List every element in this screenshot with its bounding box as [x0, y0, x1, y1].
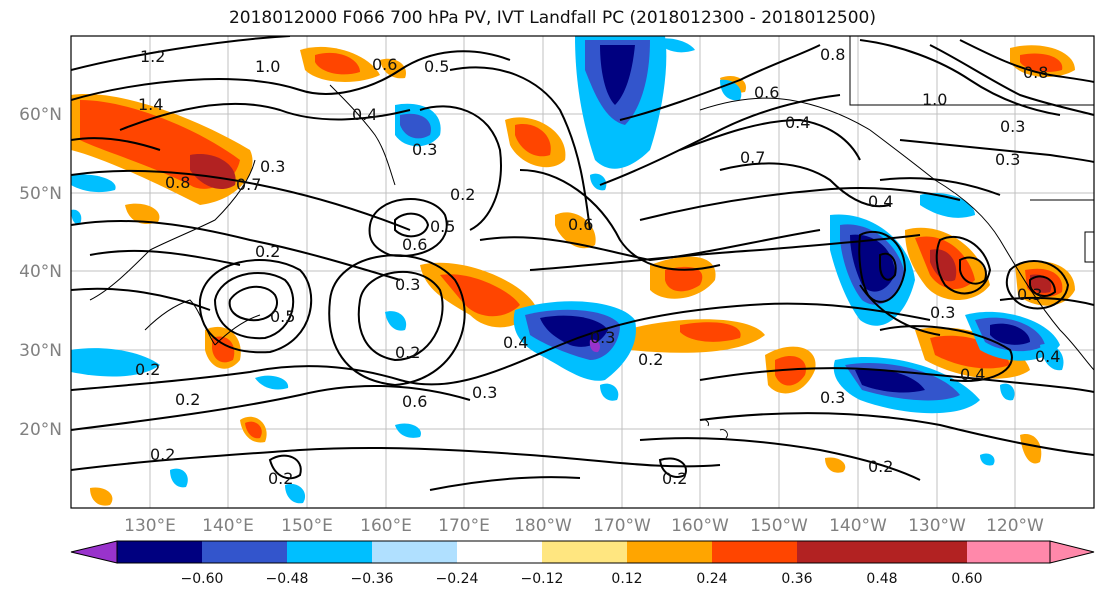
contour-label: 0.8 — [165, 173, 190, 192]
contour-labels: 1.2 1.0 1.4 0.6 0.5 0.4 0.3 0.8 0.7 0.2 … — [135, 45, 1060, 488]
contour-label: 0.4 — [785, 113, 810, 132]
contour-label: 1.0 — [922, 90, 947, 109]
lat-label: 60°N — [19, 105, 62, 125]
colorbar-segment — [712, 541, 797, 563]
contour-label: 0.3 — [1017, 285, 1042, 304]
contour-label: 0.5 — [270, 307, 295, 326]
contour-label: 0.5 — [424, 57, 449, 76]
contour-label: 0.3 — [472, 383, 497, 402]
lon-label: 170°W — [593, 516, 651, 536]
lon-label: 140°E — [202, 516, 254, 536]
map-frame — [70, 35, 1095, 509]
colorbar-segment — [967, 541, 1050, 563]
contour-label: 0.2 — [395, 343, 420, 362]
contour-label: 0.3 — [412, 140, 437, 159]
lat-label: 30°N — [19, 341, 62, 361]
contour-label: 0.2 — [255, 242, 280, 261]
contour-label: 0.2 — [638, 350, 663, 369]
negative-anomaly-fills — [71, 36, 1064, 504]
contour-label: 0.7 — [740, 148, 765, 167]
contour-label: 0.5 — [430, 217, 455, 236]
lat-label: 20°N — [19, 420, 62, 440]
colorbar-tick: −0.60 — [181, 571, 224, 587]
contour-label: 0.4 — [960, 365, 985, 384]
lon-label: 160°W — [671, 516, 729, 536]
contour-label: 1.4 — [138, 95, 163, 114]
pv-contours — [71, 36, 1094, 491]
lat-label: 50°N — [19, 184, 62, 204]
map-title: 2018012000 F066 700 hPa PV, IVT Landfall… — [228, 8, 876, 28]
colorbar-tick: −0.24 — [436, 571, 479, 587]
longitude-labels: 130°E 140°E 150°E 160°E 170°E 180°W 170°… — [124, 516, 1044, 536]
contour-label: 0.8 — [1023, 63, 1048, 82]
colorbar-segment — [797, 541, 882, 563]
lon-label: 140°W — [829, 516, 887, 536]
lon-label: 160°E — [360, 516, 412, 536]
contour-label: 0.3 — [820, 388, 845, 407]
contour-label: 1.0 — [255, 57, 280, 76]
lon-label: 130°W — [908, 516, 966, 536]
lon-label: 170°E — [438, 516, 490, 536]
colorbar-segment — [287, 541, 372, 563]
colorbar-tick: 0.60 — [951, 571, 982, 587]
colorbar-frame — [116, 540, 1051, 564]
contour-label: 0.2 — [150, 445, 175, 464]
latitude-labels: 60°N 50°N 40°N 30°N 20°N — [19, 105, 62, 440]
lon-label: 180°W — [514, 516, 572, 536]
colorbar-tick: 0.24 — [696, 571, 727, 587]
colorbar-right-extend — [1049, 540, 1095, 564]
contour-label: 0.3 — [1000, 117, 1025, 136]
colorbar-tick: 0.12 — [611, 571, 642, 587]
lon-label: 130°E — [124, 516, 176, 536]
contour-label: 0.2 — [450, 185, 475, 204]
lon-label: 120°W — [986, 516, 1044, 536]
colorbar-tick-labels: −0.60 −0.48 −0.36 −0.24 −0.12 0.12 0.24 … — [181, 571, 983, 587]
contour-label: 0.6 — [754, 83, 779, 102]
contour-label: 0.6 — [568, 215, 593, 234]
lon-label: 150°E — [281, 516, 333, 536]
colorbar-segment — [372, 541, 457, 563]
lon-label: 150°W — [750, 516, 808, 536]
colorbar-segment — [882, 541, 967, 563]
contour-label: 0.7 — [236, 175, 261, 194]
contour-label: 0.4 — [503, 333, 528, 352]
lat-label: 40°N — [19, 262, 62, 282]
colorbar-segment — [202, 541, 287, 563]
contour-label: 1.2 — [140, 47, 165, 66]
colorbar-left-extend — [70, 540, 118, 564]
contour-label: 0.2 — [662, 469, 687, 488]
contour-label: 0.6 — [402, 235, 427, 254]
colorbar-segment — [627, 541, 712, 563]
contour-label: 0.3 — [930, 303, 955, 322]
contour-label: 0.2 — [868, 457, 893, 476]
contour-label: 0.6 — [372, 55, 397, 74]
contour-label: 0.2 — [175, 390, 200, 409]
contour-label: 0.6 — [402, 392, 427, 411]
contour-label: 0.8 — [820, 45, 845, 64]
colorbar-tick: −0.48 — [266, 571, 309, 587]
contour-label: 0.4 — [868, 192, 893, 211]
contour-label: 0.2 — [135, 360, 160, 379]
contour-label: 0.4 — [352, 105, 377, 124]
colorbar-tick: 0.36 — [781, 571, 812, 587]
contour-label: 0.2 — [268, 469, 293, 488]
contour-label: 0.3 — [395, 275, 420, 294]
contour-label: 0.4 — [1035, 347, 1060, 366]
colorbar-segment — [542, 541, 627, 563]
colorbar-tick: −0.12 — [521, 571, 564, 587]
map-content: 1.2 1.0 1.4 0.6 0.5 0.4 0.3 0.8 0.7 0.2 … — [71, 36, 1094, 508]
contour-label: 0.3 — [995, 150, 1020, 169]
colorbar-segment — [117, 541, 202, 563]
contour-label: 0.3 — [260, 157, 285, 176]
colorbar-tick: 0.48 — [866, 571, 897, 587]
colorbar-segment — [457, 541, 542, 563]
colorbar-tick: −0.36 — [351, 571, 394, 587]
colorbar: −0.60 −0.48 −0.36 −0.24 −0.12 0.12 0.24 … — [70, 540, 1095, 587]
contour-label: 0.3 — [590, 328, 615, 347]
